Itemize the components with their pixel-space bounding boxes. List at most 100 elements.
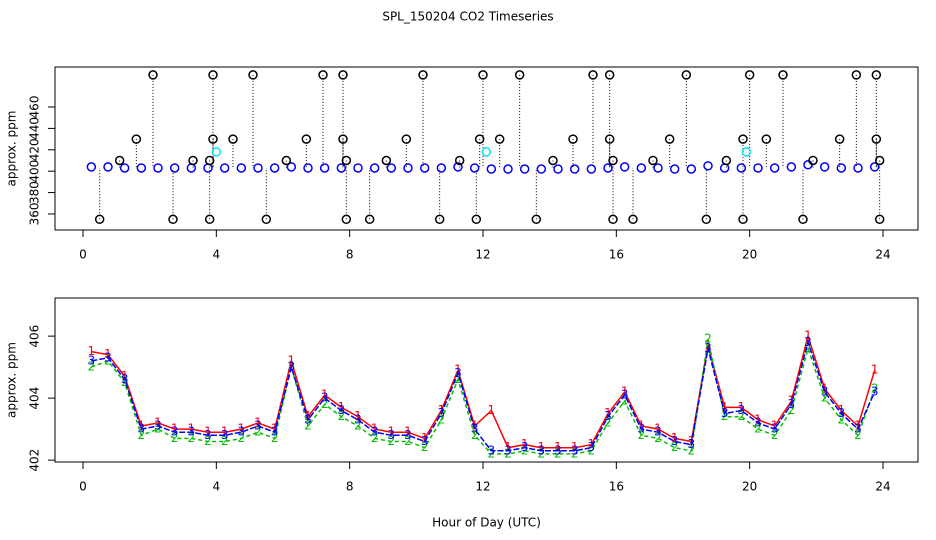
point — [269, 163, 280, 173]
point-symbol: 3 — [404, 428, 412, 442]
point — [803, 160, 813, 170]
point-symbol: 1 — [804, 329, 812, 343]
point — [86, 162, 97, 172]
point-symbol: 2 — [188, 431, 196, 445]
point-symbol: 2 — [338, 409, 346, 423]
point-symbol: 3 — [688, 437, 696, 451]
point-symbol: 2 — [521, 443, 529, 457]
point — [738, 134, 748, 144]
y-axis-label: approx. ppm — [5, 342, 19, 418]
point-symbol: 1 — [554, 440, 562, 454]
point-symbol: 1 — [221, 425, 229, 439]
point-symbol: 3 — [221, 428, 229, 442]
y-tick-label: 460 — [28, 96, 42, 119]
point — [531, 214, 542, 225]
point-symbol: 3 — [321, 391, 329, 405]
point — [603, 163, 613, 173]
point-symbol: 1 — [821, 381, 829, 395]
point — [494, 134, 505, 144]
point-symbol: 1 — [704, 338, 712, 352]
x-tick-label: 8 — [346, 480, 354, 494]
point — [341, 214, 352, 225]
point — [401, 134, 412, 144]
point — [301, 134, 312, 144]
point — [701, 214, 712, 225]
point-symbol: 2 — [454, 372, 462, 386]
x-tick-label: 8 — [346, 248, 354, 262]
point-symbol: 2 — [421, 440, 429, 454]
point-symbol: 2 — [538, 446, 546, 460]
point — [808, 155, 818, 166]
plot-frame — [54, 297, 919, 463]
point-symbol: 3 — [121, 372, 129, 386]
point-symbol: 1 — [204, 425, 212, 439]
point-symbol: 2 — [138, 428, 146, 442]
point-symbol: 3 — [421, 434, 429, 448]
point-symbol: 2 — [171, 431, 179, 445]
point — [208, 70, 218, 80]
point-symbol: 3 — [754, 415, 762, 429]
point — [664, 134, 675, 144]
point — [586, 164, 597, 174]
point — [168, 214, 178, 225]
point-symbol: 2 — [221, 434, 229, 448]
point-symbol: 2 — [788, 403, 796, 417]
point-symbol: 2 — [204, 434, 212, 448]
point-symbol: 1 — [238, 422, 246, 436]
point-symbol: 2 — [571, 446, 579, 460]
point — [648, 155, 658, 166]
point-symbol: 2 — [554, 446, 562, 460]
point — [471, 214, 482, 225]
point-symbol: 1 — [88, 344, 96, 358]
point-symbol: 3 — [638, 422, 646, 436]
point-symbol: 3 — [288, 360, 296, 374]
point-symbol: 3 — [104, 350, 112, 364]
point — [436, 163, 447, 173]
point-symbol: 1 — [788, 394, 796, 408]
point — [853, 163, 863, 173]
point — [419, 163, 430, 173]
x-tick-label: 12 — [475, 480, 490, 494]
point — [636, 163, 647, 173]
y-tick-label: 404 — [28, 387, 42, 410]
point-symbol: 3 — [354, 412, 362, 426]
point-symbol: 2 — [504, 446, 512, 460]
point — [851, 70, 862, 80]
point-symbol: 1 — [104, 347, 112, 361]
point-symbol: 2 — [321, 397, 329, 411]
point — [261, 214, 272, 225]
point — [568, 134, 578, 144]
point — [188, 155, 198, 166]
point-symbol: 3 — [804, 335, 812, 349]
point-symbol: 3 — [771, 422, 779, 436]
point-symbol: 3 — [704, 341, 712, 355]
point — [686, 164, 697, 174]
point-symbol: 3 — [271, 425, 279, 439]
point-symbol: 2 — [388, 434, 396, 448]
point-symbol: 1 — [154, 415, 162, 429]
point-symbol: 2 — [838, 412, 846, 426]
point-symbol: 2 — [588, 443, 596, 457]
series-line — [91, 333, 876, 449]
point-symbol: 1 — [521, 437, 529, 451]
point-symbol: 1 — [171, 422, 179, 436]
point-symbol: 3 — [604, 409, 612, 423]
point-symbol: 3 — [154, 419, 162, 433]
series-line — [91, 339, 876, 455]
point — [474, 134, 485, 144]
figure-title: SPL_150204 CO2 Timeseries — [382, 10, 553, 24]
point-symbol: 3 — [488, 443, 496, 457]
point-symbol: 2 — [771, 428, 779, 442]
point — [738, 214, 748, 225]
point — [364, 214, 375, 225]
point — [338, 134, 348, 144]
point-symbol: 1 — [738, 400, 746, 414]
point-symbol: 1 — [388, 425, 396, 439]
point — [798, 214, 808, 225]
point-symbol: 3 — [171, 425, 179, 439]
point — [744, 70, 755, 80]
point — [608, 155, 618, 166]
point — [778, 70, 788, 80]
point-symbol: 2 — [371, 431, 379, 445]
